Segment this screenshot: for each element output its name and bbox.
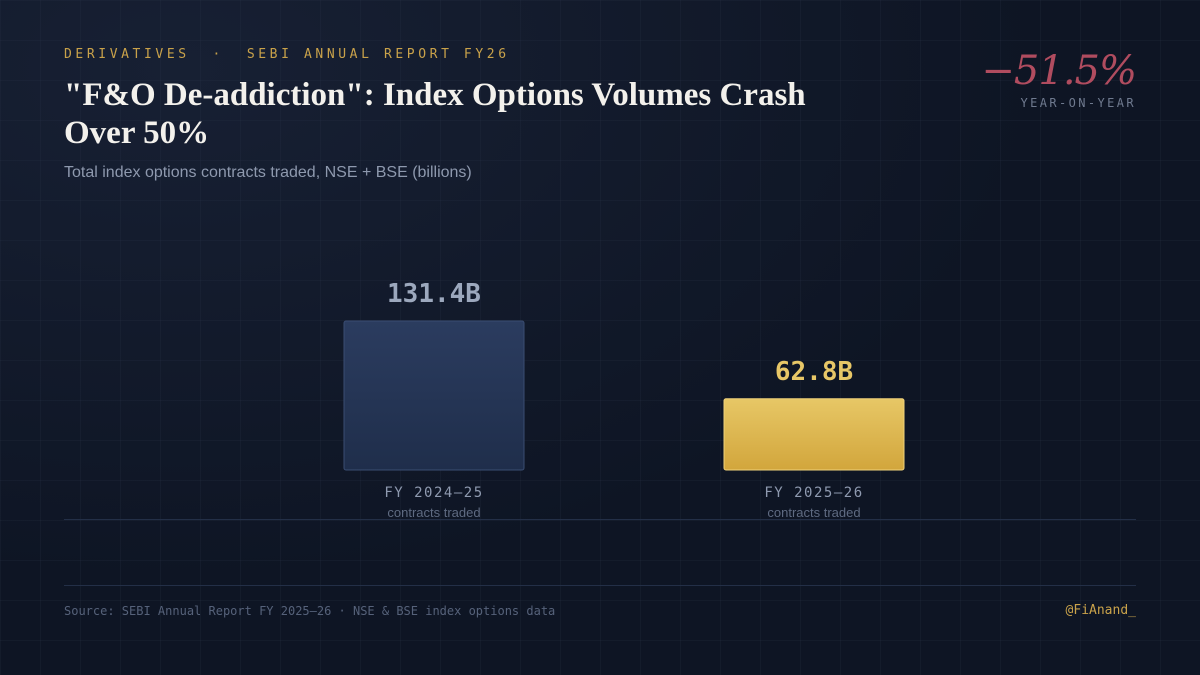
- category-sublabel-1: contracts traded: [387, 505, 480, 520]
- source-note: Source: SEBI Annual Report FY 2025–26 · …: [64, 604, 556, 618]
- author-handle[interactable]: @FiAnand_: [1065, 603, 1136, 618]
- bar-2: [723, 398, 905, 471]
- yoy-stat: −51.5% YEAR-ON-YEAR: [981, 48, 1137, 110]
- chart-subtitle: Total index options contracts traded, NS…: [64, 164, 472, 181]
- kicker-label: DERIVATIVES · SEBI ANNUAL REPORT FY26: [64, 47, 510, 62]
- axis-baseline: [64, 519, 1136, 520]
- yoy-change-label: YEAR-ON-YEAR: [1020, 96, 1136, 110]
- bar-1: [343, 320, 525, 471]
- bar-value-label-1: 131.4B: [387, 279, 481, 309]
- category-label-1: FY 2024–25: [384, 485, 483, 501]
- category-sublabel-2: contracts traded: [767, 505, 860, 520]
- yoy-change-value: −51.5%: [981, 48, 1137, 94]
- bar-value-label-2: 62.8B: [775, 357, 853, 387]
- footer-divider: [64, 585, 1136, 586]
- category-label-2: FY 2025–26: [764, 485, 863, 501]
- chart-title: "F&O De-addiction": Index Options Volume…: [64, 77, 806, 151]
